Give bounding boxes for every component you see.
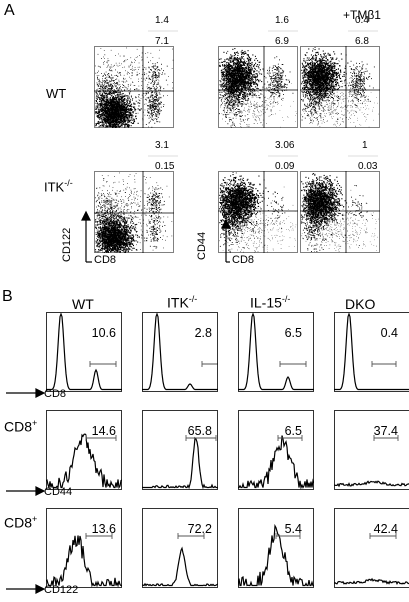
- hist-value-r2-c2: 65.8: [187, 424, 212, 438]
- q-itk-1-upper: 3.1: [155, 140, 169, 151]
- flow-plot-2: [218, 46, 298, 128]
- histogram-r3-c1: [46, 508, 122, 588]
- q-itk-3-lower: 0.03: [358, 161, 378, 172]
- b-axis-cd122: CD122: [44, 584, 79, 596]
- col-head-il15: IL-15-/-: [250, 294, 291, 311]
- b-row3-label: CD8+: [4, 514, 38, 531]
- row-label-itk: ITK-/-: [44, 178, 73, 195]
- b-axis-cd44: CD44: [44, 486, 73, 498]
- q-wt-1-lower: 7.1: [155, 36, 169, 47]
- hist-value-r1-c1: 10.6: [91, 326, 116, 340]
- panel-a-letter: A: [4, 2, 15, 19]
- panel-b-letter: B: [2, 288, 13, 305]
- histogram-r1-c2: [142, 312, 218, 392]
- flow-plot-4: [94, 171, 174, 253]
- histogram-r3-c4: [334, 508, 409, 588]
- xlabel-cd8-left: CD8: [94, 254, 117, 266]
- histogram-r2-c2: [142, 410, 218, 490]
- hist-value-r1-c4: 0.4: [380, 326, 398, 340]
- hist-value-r3-c3: 5.4: [284, 522, 302, 536]
- tmb1-label: +TMβ1: [343, 8, 381, 22]
- hist-value-r3-c2: 72.2: [187, 522, 212, 536]
- histogram-r1-c3: [238, 312, 314, 392]
- hist-value-r1-c3: 6.5: [284, 326, 302, 340]
- q-wt-2-lower: 6.9: [275, 36, 289, 47]
- hist-value-r2-c4: 37.4: [373, 424, 398, 438]
- q-wt-2-upper: 1.6: [275, 15, 289, 26]
- q-wt-3-upper: 0.4: [355, 15, 369, 26]
- q-itk-2-lower: 0.09: [275, 161, 295, 172]
- flow-plot-1: [94, 46, 174, 128]
- flow-plot-3: [300, 46, 380, 128]
- q-wt-1-upper: 1.4: [155, 15, 169, 26]
- q-itk-3-upper: 1: [362, 140, 368, 151]
- col-head-dko: DKO: [345, 296, 376, 312]
- q-wt-3-lower: 6.8: [355, 36, 369, 47]
- flow-plot-5: [218, 171, 298, 253]
- q-itk-2-upper: 3.06: [275, 140, 295, 151]
- q-itk-1-lower: 0.15: [155, 161, 175, 172]
- histogram-r1-c4: [334, 312, 409, 392]
- b-axis-cd8: CD8: [44, 388, 67, 400]
- hist-value-r2-c1: 14.6: [91, 424, 116, 438]
- xlabel-cd8-right: CD8: [232, 254, 255, 266]
- b-row2-label: CD8+: [4, 418, 38, 435]
- histogram-r2-c3: [238, 410, 314, 490]
- hist-value-r2-c3: 6.5: [284, 424, 302, 438]
- hist-value-r3-c4: 42.4: [373, 522, 398, 536]
- hist-value-r3-c1: 13.6: [91, 522, 116, 536]
- histogram-r1-c1: [46, 312, 122, 392]
- row-label-wt: WT: [46, 86, 67, 101]
- histogram-r3-c2: [142, 508, 218, 588]
- flow-plot-6: [300, 171, 380, 253]
- hist-value-r1-c2: 2.8: [194, 326, 212, 340]
- col-head-itk: ITK-/-: [167, 294, 198, 311]
- histogram-r3-c3: [238, 508, 314, 588]
- histogram-r2-c4: [334, 410, 409, 490]
- col-head-wt: WT: [72, 296, 94, 312]
- histogram-r2-c1: [46, 410, 122, 490]
